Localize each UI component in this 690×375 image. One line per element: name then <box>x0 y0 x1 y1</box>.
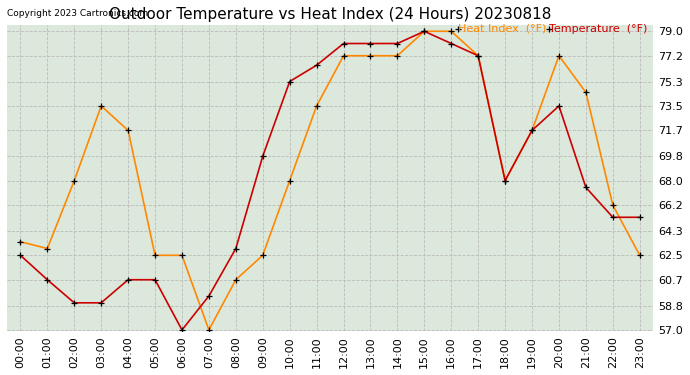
Temperature  (°F) <box>528 128 536 133</box>
Heat Index  (°F) <box>151 253 159 258</box>
Heat Index  (°F) <box>528 128 536 133</box>
Temperature  (°F) <box>232 246 240 251</box>
Heat Index  (°F) <box>393 54 402 58</box>
Heat Index  (°F) <box>313 104 321 108</box>
Heat Index  (°F) <box>555 54 563 58</box>
Heat Index  (°F) <box>70 178 79 183</box>
Temperature  (°F) <box>97 300 106 305</box>
Temperature  (°F) <box>609 215 617 219</box>
Heat Index  (°F) <box>259 253 267 258</box>
Temperature  (°F) <box>259 154 267 159</box>
Temperature  (°F) <box>43 278 52 282</box>
Temperature  (°F) <box>447 41 455 46</box>
Temperature  (°F) <box>555 104 563 108</box>
Heat Index  (°F) <box>447 29 455 33</box>
Temperature  (°F) <box>286 79 294 84</box>
Heat Index  (°F) <box>232 278 240 282</box>
Heat Index  (°F) <box>420 29 428 33</box>
Temperature  (°F) <box>366 41 375 46</box>
Temperature  (°F) <box>17 253 25 258</box>
Temperature  (°F) <box>501 178 509 183</box>
Temperature  (°F) <box>178 328 186 332</box>
Heat Index  (°F) <box>286 178 294 183</box>
Temperature  (°F) <box>420 29 428 33</box>
Heat Index  (°F) <box>609 203 617 207</box>
Heat Index  (°F) <box>17 240 25 244</box>
Heat Index  (°F) <box>178 253 186 258</box>
Line: Temperature  (°F): Temperature (°F) <box>17 28 643 333</box>
Text: Copyright 2023 Cartronics.com: Copyright 2023 Cartronics.com <box>7 9 148 18</box>
Temperature  (°F) <box>205 294 213 298</box>
Heat Index  (°F) <box>97 104 106 108</box>
Line: Heat Index  (°F): Heat Index (°F) <box>17 28 643 333</box>
Heat Index  (°F) <box>205 328 213 332</box>
Title: Outdoor Temperature vs Heat Index (24 Hours) 20230818: Outdoor Temperature vs Heat Index (24 Ho… <box>109 7 551 22</box>
Heat Index  (°F) <box>124 128 132 133</box>
Heat Index  (°F) <box>339 54 348 58</box>
Legend: Heat Index  (°F), Temperature  (°F): Heat Index (°F), Temperature (°F) <box>457 24 648 34</box>
Temperature  (°F) <box>582 185 590 190</box>
Temperature  (°F) <box>124 278 132 282</box>
Temperature  (°F) <box>70 300 79 305</box>
Heat Index  (°F) <box>635 253 644 258</box>
Heat Index  (°F) <box>43 246 52 251</box>
Temperature  (°F) <box>151 278 159 282</box>
Temperature  (°F) <box>313 63 321 68</box>
Heat Index  (°F) <box>582 90 590 94</box>
Temperature  (°F) <box>474 54 482 58</box>
Heat Index  (°F) <box>501 178 509 183</box>
Temperature  (°F) <box>393 41 402 46</box>
Temperature  (°F) <box>635 215 644 219</box>
Heat Index  (°F) <box>366 54 375 58</box>
Heat Index  (°F) <box>474 54 482 58</box>
Temperature  (°F) <box>339 41 348 46</box>
